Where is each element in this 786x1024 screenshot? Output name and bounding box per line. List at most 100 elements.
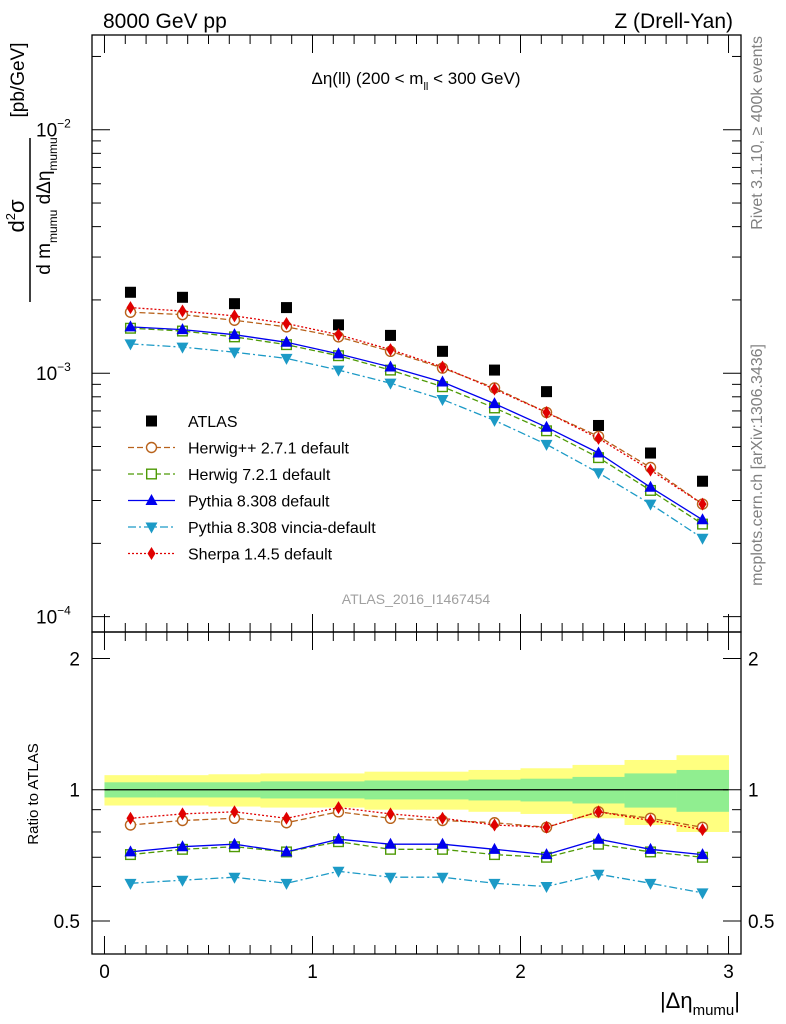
ratio-point [124,878,137,890]
ratio-point [696,848,709,860]
ratio-band-inner [676,769,730,812]
main-point [698,497,707,511]
ratio-y-tick-label-right: 2 [748,649,759,670]
main-point [436,375,449,387]
ratio-point [592,832,605,844]
ratio-series-group [124,801,709,900]
x-tick-label: 3 [723,962,734,983]
main-point [124,320,137,332]
ratio-point [436,872,449,884]
header-right: Z (Drell-Yan) [614,10,733,33]
legend-marker [145,468,157,480]
svg-text:d2σ: d2σ [3,199,29,232]
ratio-y-tick-label: 0.5 [54,912,80,933]
main-series-group [124,286,709,545]
main-point [697,475,709,487]
main-series-sherpa-1-4-5-default [126,301,707,511]
main-point [696,513,709,525]
main-y-axis-label: d2σ d mmumu dΔηmumu [pb/GeV] [3,43,60,302]
main-point [593,419,605,431]
x-tick-label: 0 [99,962,110,983]
ratio-point [646,814,655,828]
main-point [332,365,345,377]
main-point [488,415,501,427]
ratio-band-inner [624,773,678,808]
ratio-point [540,881,553,893]
main-point [124,286,136,298]
ratio-point [438,811,447,825]
ratio-y-tick-label-right: 0.5 [748,912,774,933]
main-point [384,360,397,372]
legend-item-herwig-7-2-1-default: Herwig 7.2.1 default [128,467,331,484]
main-point [384,329,396,341]
ratio-point [230,805,239,819]
main-point [126,301,135,315]
legend-label: Pythia 8.308 vincia-default [188,520,376,537]
ratio-point [280,845,293,857]
ratio-ticks: 0.5 0.5 1 1 2 2 0 1 2 3 [54,632,774,983]
ratio-point [696,888,709,900]
ratio-y-axis-label: Ratio to ATLAS [25,743,42,844]
main-point [646,463,655,477]
main-series-pythia-8-308-vincia-default [124,339,709,545]
ratio-line-herwig-2-7-1-default [130,811,703,828]
main-line-sherpa-1-4-5-default [130,306,703,505]
ratio-point [126,811,135,825]
main-point [645,447,657,459]
ratio-point [644,842,657,854]
legend-item-herwig-2-7-1-default: Herwig++ 2.7.1 default [128,441,350,458]
main-point [488,397,501,409]
ratio-point [698,823,707,837]
ratio-point [488,842,501,854]
main-y-tick-label: 10−4 [36,604,71,629]
main-point [334,328,343,342]
ratio-point [540,848,553,860]
ratio-point [334,801,343,815]
main-point [176,342,189,354]
ratio-point [228,872,241,884]
main-point [176,291,188,303]
main-point [124,339,137,351]
ratio-line-pythia-8-308-vincia-default [130,870,703,894]
main-point [282,317,291,331]
main-point [280,302,292,314]
svg-text:[pb/GeV]: [pb/GeV] [8,43,29,118]
main-line-herwig-2-7-1-default [130,311,703,505]
analysis-id-label: ATLAS_2016_I1467454 [342,591,491,607]
main-y-tick-label: 10−2 [36,117,71,142]
legend-marker [145,494,158,505]
svg-text:d mmumu dΔηmumu: d mmumu dΔηmumu [34,137,60,274]
main-point [644,499,657,511]
legend-item-pythia-8-308-default: Pythia 8.308 default [128,494,330,511]
main-point [540,420,553,432]
ratio-y-tick-label-right: 1 [748,781,759,802]
main-point [280,335,293,347]
main-point [436,394,449,406]
main-point [332,319,344,331]
x-axis-label: |Δηmumu| [660,988,740,1019]
ratio-point [332,832,345,844]
rivet-version-label: Rivet 3.1.10, ≥ 400k events [749,36,766,230]
main-point [438,360,447,374]
main-point [437,345,449,357]
main-line-herwig-7-2-1-default [130,327,703,525]
x-tick-label: 1 [307,962,318,983]
main-point [178,304,187,318]
main-point [542,405,551,419]
main-point [386,343,395,357]
legend-item-atlas: ATLAS [146,414,238,431]
legend-label: Pythia 8.308 default [188,494,330,511]
ratio-point [282,811,291,825]
ratio-series-sherpa-1-4-5-default [126,801,707,837]
ratio-line-sherpa-1-4-5-default [130,806,703,831]
main-frame [91,34,742,633]
main-line-pythia-8-308-default [130,326,703,521]
ratio-uncertainty-bands [104,755,730,832]
ratio-point [384,837,397,849]
main-point [489,364,501,376]
ratio-point [490,818,499,832]
main-y-tick-label: 10−3 [36,360,71,385]
ratio-series-herwig-7-2-1-default [124,836,709,863]
ratio-point [332,866,345,878]
